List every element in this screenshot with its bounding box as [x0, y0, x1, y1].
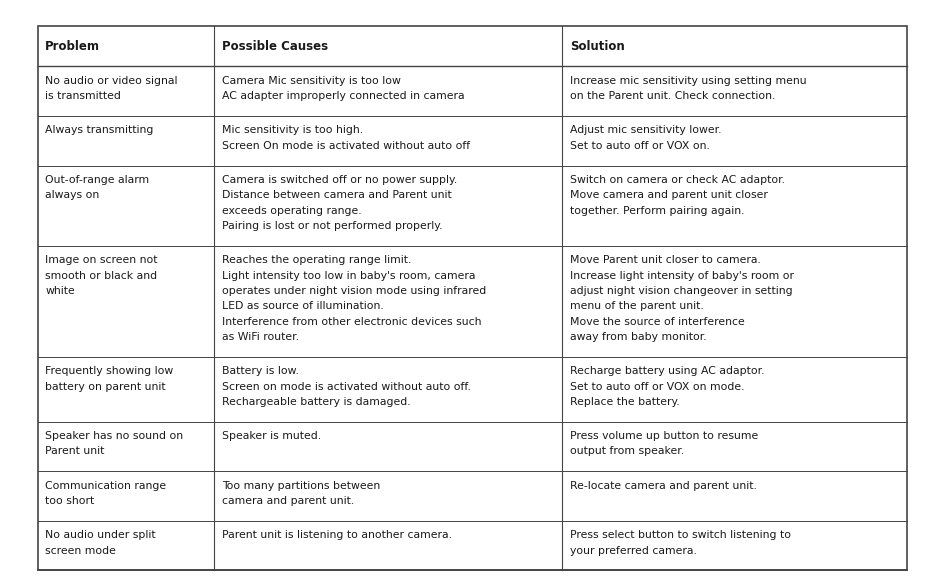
Text: screen mode: screen mode [45, 546, 116, 556]
Text: Adjust mic sensitivity lower.: Adjust mic sensitivity lower. [570, 125, 721, 135]
Text: Pairing is lost or not performed properly.: Pairing is lost or not performed properl… [222, 221, 443, 231]
Text: Re-locate camera and parent unit.: Re-locate camera and parent unit. [570, 480, 757, 490]
Text: Move the source of interference: Move the source of interference [570, 316, 744, 326]
Text: Press select button to switch listening to: Press select button to switch listening … [570, 530, 791, 540]
Text: is transmitted: is transmitted [45, 91, 121, 101]
Text: output from speaker.: output from speaker. [570, 446, 683, 456]
Text: Move Parent unit closer to camera.: Move Parent unit closer to camera. [570, 255, 760, 265]
Text: menu of the parent unit.: menu of the parent unit. [570, 301, 703, 311]
Text: Image on screen not: Image on screen not [45, 255, 158, 265]
Text: No audio or video signal: No audio or video signal [45, 76, 178, 86]
Text: adjust night vision changeover in setting: adjust night vision changeover in settin… [570, 286, 792, 296]
Text: Set to auto off or VOX on.: Set to auto off or VOX on. [570, 141, 710, 151]
Text: Interference from other electronic devices such: Interference from other electronic devic… [222, 316, 481, 326]
Text: No audio under split: No audio under split [45, 530, 156, 540]
Text: Always transmitting: Always transmitting [45, 125, 153, 135]
Text: Mic sensitivity is too high.: Mic sensitivity is too high. [222, 125, 363, 135]
Text: camera and parent unit.: camera and parent unit. [222, 496, 354, 506]
Text: together. Perform pairing again.: together. Perform pairing again. [570, 206, 744, 216]
Text: as WiFi router.: as WiFi router. [222, 332, 299, 342]
Text: Too many partitions between: Too many partitions between [222, 480, 380, 490]
Text: too short: too short [45, 496, 94, 506]
Text: Frequently showing low: Frequently showing low [45, 366, 173, 376]
Text: away from baby monitor.: away from baby monitor. [570, 332, 706, 342]
Text: operates under night vision mode using infrared: operates under night vision mode using i… [222, 286, 486, 296]
Text: white: white [45, 286, 75, 296]
Text: LED as source of illumination.: LED as source of illumination. [222, 301, 384, 311]
Text: your preferred camera.: your preferred camera. [570, 546, 697, 556]
Text: Speaker is muted.: Speaker is muted. [222, 431, 321, 441]
Text: Distance between camera and Parent unit: Distance between camera and Parent unit [222, 191, 451, 201]
Text: Press volume up button to resume: Press volume up button to resume [570, 431, 758, 441]
Text: Camera Mic sensitivity is too low: Camera Mic sensitivity is too low [222, 76, 400, 86]
Text: Reaches the operating range limit.: Reaches the operating range limit. [222, 255, 411, 265]
Text: battery on parent unit: battery on parent unit [45, 382, 165, 392]
Text: on the Parent unit. Check connection.: on the Parent unit. Check connection. [570, 91, 775, 101]
Text: Camera is switched off or no power supply.: Camera is switched off or no power suppl… [222, 175, 457, 185]
Text: Light intensity too low in baby's room, camera: Light intensity too low in baby's room, … [222, 270, 476, 280]
Text: Move camera and parent unit closer: Move camera and parent unit closer [570, 191, 768, 201]
Text: AC adapter improperly connected in camera: AC adapter improperly connected in camer… [222, 91, 464, 101]
Text: always on: always on [45, 191, 100, 201]
Text: Replace the battery.: Replace the battery. [570, 397, 680, 407]
Text: Increase light intensity of baby's room or: Increase light intensity of baby's room … [570, 270, 793, 280]
Text: Set to auto off or VOX on mode.: Set to auto off or VOX on mode. [570, 382, 744, 392]
Text: Screen On mode is activated without auto off: Screen On mode is activated without auto… [222, 141, 470, 151]
Text: Possible Causes: Possible Causes [222, 40, 328, 53]
Text: Problem: Problem [45, 40, 101, 53]
Text: Communication range: Communication range [45, 480, 166, 490]
Text: exceeds operating range.: exceeds operating range. [222, 206, 362, 216]
Text: smooth or black and: smooth or black and [45, 270, 157, 280]
Text: Increase mic sensitivity using setting menu: Increase mic sensitivity using setting m… [570, 76, 807, 86]
Text: Speaker has no sound on: Speaker has no sound on [45, 431, 183, 441]
Text: Parent unit: Parent unit [45, 446, 104, 456]
Text: Out-of-range alarm: Out-of-range alarm [45, 175, 149, 185]
Text: Recharge battery using AC adaptor.: Recharge battery using AC adaptor. [570, 366, 764, 376]
Text: Switch on camera or check AC adaptor.: Switch on camera or check AC adaptor. [570, 175, 785, 185]
Text: Parent unit is listening to another camera.: Parent unit is listening to another came… [222, 530, 452, 540]
Text: Battery is low.: Battery is low. [222, 366, 299, 376]
Text: Screen on mode is activated without auto off.: Screen on mode is activated without auto… [222, 382, 471, 392]
Text: Solution: Solution [570, 40, 624, 53]
Text: Rechargeable battery is damaged.: Rechargeable battery is damaged. [222, 397, 411, 407]
